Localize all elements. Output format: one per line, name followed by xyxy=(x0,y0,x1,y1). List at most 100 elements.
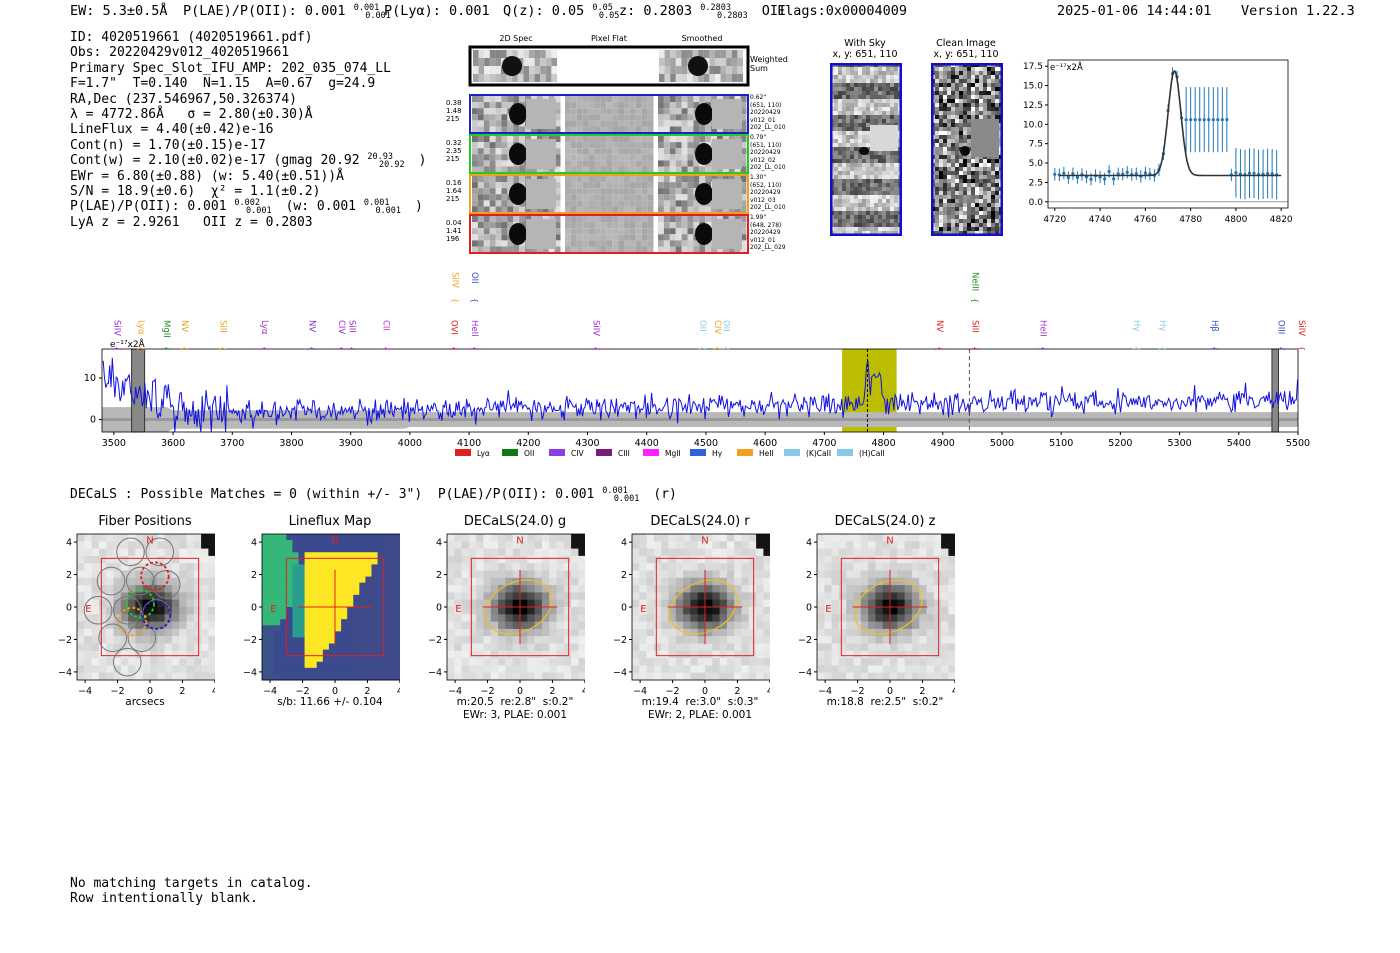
stamp-pixel xyxy=(556,658,565,666)
image-pixel xyxy=(866,123,870,127)
stamp-pixel xyxy=(468,548,477,557)
stamp-pixel xyxy=(675,607,684,615)
image-pixel xyxy=(854,155,858,159)
map-pixel xyxy=(262,637,269,644)
stamp-pixel xyxy=(646,636,655,644)
image-pixel xyxy=(862,91,866,95)
image-pixel xyxy=(967,183,971,187)
map-pixel xyxy=(304,613,312,620)
cutout-pixel xyxy=(513,206,520,213)
spec-line-label: SiII xyxy=(217,320,227,333)
cutout-pixel xyxy=(483,222,490,229)
stamp-pixel xyxy=(113,636,122,644)
cutout-pixel xyxy=(618,102,624,109)
map-pixel xyxy=(377,625,385,632)
image-pixel xyxy=(858,139,862,143)
map-pixel xyxy=(292,582,299,590)
stamp-pixel xyxy=(697,548,706,557)
cutout-pixel xyxy=(507,166,514,173)
clean-source xyxy=(960,146,970,156)
stamp-pixel xyxy=(534,548,543,557)
stamp-pixel xyxy=(113,621,122,630)
image-pixel xyxy=(935,155,939,159)
stamp-pixel xyxy=(106,621,114,630)
map-pixel xyxy=(280,637,287,644)
image-pixel xyxy=(842,139,846,143)
image-pixel xyxy=(862,83,866,87)
map-pixel xyxy=(371,576,379,584)
stamp-pixel xyxy=(186,599,195,608)
image-pixel xyxy=(842,71,846,75)
stamp-pixel xyxy=(541,534,550,542)
image-pixel xyxy=(955,115,959,119)
image-pixel xyxy=(991,159,995,163)
stamp-title: DECaLS(24.0) g xyxy=(463,514,567,529)
stamp-pixel xyxy=(639,555,648,564)
image-pixel xyxy=(947,175,951,179)
image-pixel xyxy=(947,123,951,127)
cutout-pixel xyxy=(519,216,526,223)
map-pixel xyxy=(377,582,385,590)
image-pixel xyxy=(882,99,886,103)
cutout-pixel xyxy=(495,136,502,143)
stamp-pixel xyxy=(447,541,455,550)
map-pixel xyxy=(298,673,306,681)
image-pixel xyxy=(979,199,983,203)
cutout-right-value: 20220429 xyxy=(750,189,781,197)
cutout-pixel xyxy=(513,166,520,173)
image-pixel xyxy=(834,151,838,155)
cutout-pixel xyxy=(588,96,595,103)
image-pixel xyxy=(987,187,991,191)
image-pixel xyxy=(959,207,963,211)
stamp-pixel xyxy=(179,534,187,542)
weighted-pixel xyxy=(478,58,485,66)
image-pixel xyxy=(951,127,955,131)
stamp-y-tick-label: 0 xyxy=(436,603,442,614)
map-pixel xyxy=(347,558,354,565)
image-pixel xyxy=(995,171,999,175)
stamp-pixel xyxy=(632,541,640,550)
cutout-pixel xyxy=(600,216,607,223)
stamp-pixel xyxy=(120,636,129,644)
stamp-pixel xyxy=(748,599,757,608)
image-pixel xyxy=(971,107,975,111)
map-pixel xyxy=(359,637,366,644)
map-pixel xyxy=(365,613,372,620)
image-pixel xyxy=(959,83,963,87)
stamp-pixel xyxy=(476,672,484,681)
weighted-pixel xyxy=(489,66,496,74)
image-pixel xyxy=(878,107,882,111)
image-pixel xyxy=(975,163,979,167)
image-pixel xyxy=(987,67,991,71)
spec-line-bracket: { xyxy=(348,346,357,351)
cutout-pixel xyxy=(669,176,676,183)
map-pixel xyxy=(371,643,379,651)
stamp-x-tick-label: 4 xyxy=(212,686,215,697)
cutout-pixel xyxy=(594,222,601,229)
image-pixel xyxy=(955,199,959,203)
cutout-pixel xyxy=(495,102,502,109)
image-pixel xyxy=(858,67,862,71)
image-pixel xyxy=(955,75,959,79)
image-pixel xyxy=(939,187,943,191)
weighted-pixel xyxy=(545,58,552,66)
image-pixel xyxy=(955,211,959,215)
cutout-pixel xyxy=(675,200,682,207)
stamp-pixel xyxy=(734,570,742,579)
stamp-pixel xyxy=(563,585,572,593)
cutout-pixel xyxy=(477,142,484,149)
stamp-pixel xyxy=(653,548,662,557)
cutout-pixel xyxy=(699,96,706,103)
image-pixel xyxy=(987,171,991,175)
cutout-pixel xyxy=(635,188,642,195)
map-pixel xyxy=(328,552,336,559)
cutout-pixel xyxy=(687,120,694,127)
image-pixel xyxy=(943,143,947,147)
cutout-pixel xyxy=(740,240,747,247)
image-pixel xyxy=(943,195,947,199)
cutout-pixel xyxy=(582,166,589,173)
cutout-pixel xyxy=(606,148,613,155)
stamp-pixel xyxy=(741,599,750,608)
cutout-pixel xyxy=(483,200,490,207)
image-pixel xyxy=(979,195,983,199)
